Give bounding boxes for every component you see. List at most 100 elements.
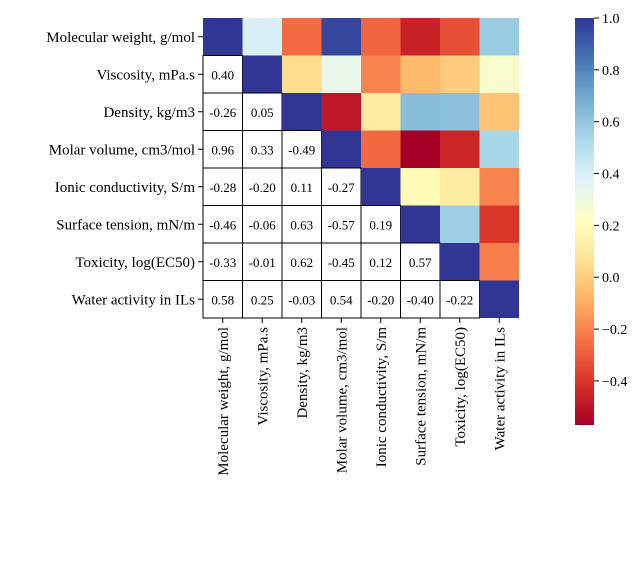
- heatmap-cell-value: [400, 280, 441, 319]
- heatmap-cell-colored: [321, 93, 361, 131]
- cell-value-label: 0.05: [251, 105, 274, 120]
- heatmap-cell-colored: [479, 93, 519, 131]
- colorbar-tick-label: −0.4: [602, 375, 627, 390]
- row-tick-label: Viscosity, mPa.s: [96, 67, 195, 83]
- row-tick-label: Ionic conductivity, S/m: [55, 180, 196, 196]
- heatmap-cell-colored: [282, 18, 322, 56]
- cell-value-label: 0.62: [290, 255, 313, 270]
- cell-value-label: -0.20: [367, 292, 394, 307]
- heatmap-cell-colored: [440, 93, 480, 131]
- heatmap-cell-colored: [400, 168, 440, 206]
- cell-value-label: 0.58: [211, 292, 234, 307]
- cell-value-label: 0.96: [211, 142, 234, 157]
- cell-value-label: -0.28: [209, 180, 236, 195]
- colorbar-tick-label: 0.6: [602, 116, 620, 131]
- row-tick-label: Toxicity, log(EC50): [75, 255, 195, 271]
- row-tick-label: Molecular weight, g/mol: [46, 30, 195, 46]
- heatmap-cell-colored: [203, 18, 243, 56]
- heatmap-cell-colored: [440, 18, 480, 56]
- heatmap-cell-colored: [479, 205, 519, 243]
- heatmap-cell-colored: [282, 55, 322, 93]
- heatmap-cell-colored: [400, 205, 440, 243]
- heatmap-cell-colored: [479, 168, 519, 206]
- colorbar-tick-label: 1.0: [602, 12, 620, 27]
- heatmap-cell-value: [202, 92, 243, 131]
- heatmap-cell-colored: [361, 130, 401, 168]
- heatmap-cells: [202, 18, 519, 319]
- heatmap-cell-value: [400, 242, 441, 281]
- heatmap-cell-colored: [479, 18, 519, 56]
- heatmap-cell-value: [242, 205, 283, 244]
- cell-value-label: 0.25: [251, 292, 274, 307]
- column-tick-label: Water activity in ILs: [492, 327, 508, 450]
- heatmap-cell-value: [242, 242, 283, 281]
- heatmap-cell-value: [321, 167, 362, 206]
- heatmap-cell-colored: [242, 55, 282, 93]
- colorbar-tick-label: 0.0: [602, 271, 620, 286]
- cell-value-label: -0.45: [328, 255, 355, 270]
- cell-value-label: 0.33: [251, 142, 274, 157]
- cell-value-label: -0.40: [407, 292, 434, 307]
- heatmap-cell-colored: [242, 18, 282, 56]
- heatmap-cell-colored: [479, 280, 519, 318]
- cell-value-label: -0.33: [209, 255, 236, 270]
- column-tick-label: Viscosity, mPa.s: [255, 327, 271, 426]
- colorbar-gradient: [575, 18, 594, 425]
- heatmap-cell-value: [242, 167, 283, 206]
- heatmap-cell-value: [281, 242, 322, 281]
- heatmap-cell-colored: [400, 18, 440, 56]
- row-tick-label: Water activity in ILs: [72, 292, 195, 308]
- heatmap-cell-colored: [400, 130, 440, 168]
- heatmap-cell-labels: 0.40 -0.26 0.05 0.96 0.33 -0.49 -0.28 -0.20 0.11…: [209, 67, 473, 307]
- colorbar-tick-label: −0.2: [602, 323, 627, 338]
- heatmap-cell-colored: [440, 205, 480, 243]
- cell-value-label: 0.19: [369, 217, 392, 232]
- colorbar-tick-label: 0.8: [602, 64, 620, 79]
- heatmap-cell-value: [439, 280, 480, 319]
- cell-value-label: 0.11: [291, 180, 313, 195]
- cell-value-label: -0.26: [209, 105, 237, 120]
- cell-value-label: -0.01: [249, 255, 276, 270]
- cell-value-label: 0.40: [211, 67, 234, 82]
- column-tick-label: Molar volume, cm3/mol: [334, 327, 350, 473]
- row-tick-label: Density, kg/m3: [103, 105, 195, 121]
- column-tick-label: Molecular weight, g/mol: [216, 327, 232, 476]
- column-tick-label: Surface tension, mN/m: [413, 327, 429, 466]
- cell-value-label: -0.06: [249, 217, 277, 232]
- cell-value-label: 0.12: [369, 255, 392, 270]
- heatmap-cell-colored: [400, 55, 440, 93]
- heatmap-cell-colored: [361, 18, 401, 56]
- cell-value-label: 0.57: [409, 255, 432, 270]
- heatmap-cell-colored: [440, 243, 480, 281]
- heatmap-cell-colored: [440, 130, 480, 168]
- column-tick-label: Ionic conductivity, S/m: [374, 327, 390, 468]
- heatmap-cell-value: [242, 280, 283, 319]
- heatmap-cell-colored: [321, 130, 361, 168]
- heatmap-cell-colored: [440, 168, 480, 206]
- heatmap-cell-value: [321, 205, 362, 244]
- heatmap-cell-colored: [282, 93, 322, 131]
- heatmap-cell-colored: [361, 55, 401, 93]
- cell-value-label: -0.03: [288, 292, 315, 307]
- cell-value-label: 0.63: [290, 217, 313, 232]
- row-tick-label: Molar volume, cm3/mol: [49, 142, 195, 158]
- heatmap-cell-colored: [321, 55, 361, 93]
- heatmap-cell-value: [202, 280, 243, 319]
- heatmap-cell-value: [281, 130, 322, 169]
- heatmap-cell-colored: [440, 55, 480, 93]
- cell-value-label: -0.20: [249, 180, 276, 195]
- heatmap-cell-colored: [361, 168, 401, 206]
- colorbar-tick-label: 0.4: [602, 168, 620, 183]
- colorbar-tick-label: 0.2: [602, 219, 620, 234]
- row-tick-label: Surface tension, mN/m: [56, 217, 195, 233]
- heatmap-cell-colored: [479, 130, 519, 168]
- heatmap-cell-value: [360, 242, 401, 281]
- heatmap-cell-colored: [361, 93, 401, 131]
- heatmap-cell-colored: [479, 55, 519, 93]
- row-tick-labels: Molecular weight, g/mol Viscosity, mPa.s D…: [46, 30, 203, 308]
- heatmap-cell-colored: [400, 93, 440, 131]
- heatmap-cell-value: [321, 242, 362, 281]
- column-tick-labels: Molecular weight, g/mol Viscosity, mPa.s D…: [216, 318, 508, 476]
- colorbar: 1.0 0.8 0.6 0.4 0.2 0.0 −0.2 −0.4: [575, 12, 627, 425]
